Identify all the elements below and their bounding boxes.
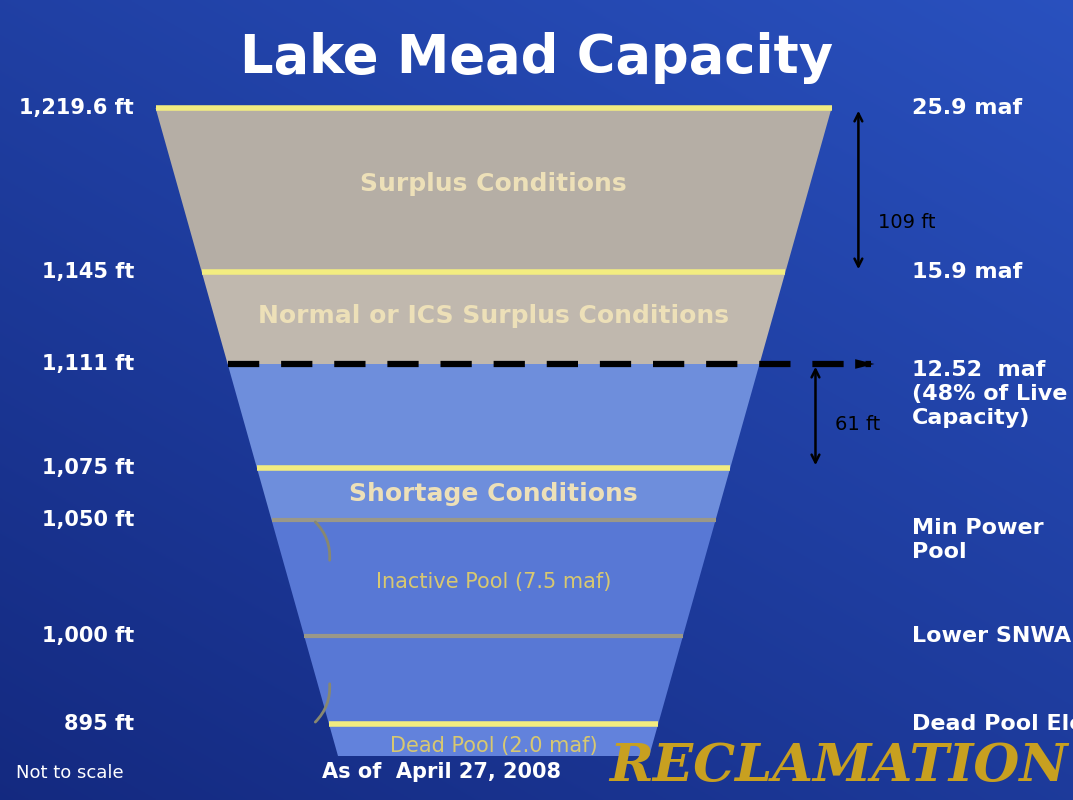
Polygon shape — [855, 359, 874, 369]
Text: Surplus Conditions: Surplus Conditions — [361, 172, 627, 196]
Text: Shortage Conditions: Shortage Conditions — [350, 482, 637, 506]
Text: 895 ft: 895 ft — [64, 714, 134, 734]
Text: Lake Mead Capacity: Lake Mead Capacity — [240, 32, 833, 84]
Text: 1,145 ft: 1,145 ft — [42, 262, 134, 282]
Text: 25.9 maf: 25.9 maf — [912, 98, 1023, 118]
Text: Lower SNWA Intake: Lower SNWA Intake — [912, 626, 1073, 646]
Text: 1,075 ft: 1,075 ft — [42, 458, 134, 478]
Text: 1,111 ft: 1,111 ft — [42, 354, 134, 374]
Text: Not to scale: Not to scale — [16, 765, 123, 782]
Polygon shape — [256, 468, 731, 520]
Text: 15.9 maf: 15.9 maf — [912, 262, 1023, 282]
Text: 12.52  maf
(48% of Live
Capacity): 12.52 maf (48% of Live Capacity) — [912, 360, 1068, 428]
Polygon shape — [329, 724, 658, 756]
Polygon shape — [227, 364, 760, 468]
Text: 1,050 ft: 1,050 ft — [42, 510, 134, 530]
Text: 1,219.6 ft: 1,219.6 ft — [19, 98, 134, 118]
Text: 109 ft: 109 ft — [878, 213, 936, 231]
Text: Inactive Pool (7.5 maf): Inactive Pool (7.5 maf) — [376, 573, 612, 592]
Polygon shape — [202, 272, 785, 364]
Text: Dead Pool (2.0 maf): Dead Pool (2.0 maf) — [389, 736, 598, 755]
Text: Normal or ICS Surplus Conditions: Normal or ICS Surplus Conditions — [259, 304, 729, 328]
Text: As of  April 27, 2008: As of April 27, 2008 — [322, 762, 561, 782]
Text: RECLAMATION: RECLAMATION — [609, 741, 1068, 792]
Text: Dead Pool Elevation: Dead Pool Elevation — [912, 714, 1073, 734]
Polygon shape — [271, 520, 716, 724]
Text: Min Power
Pool: Min Power Pool — [912, 518, 1044, 562]
Polygon shape — [156, 108, 832, 272]
Text: 1,000 ft: 1,000 ft — [42, 626, 134, 646]
Text: 61 ft: 61 ft — [835, 414, 880, 434]
